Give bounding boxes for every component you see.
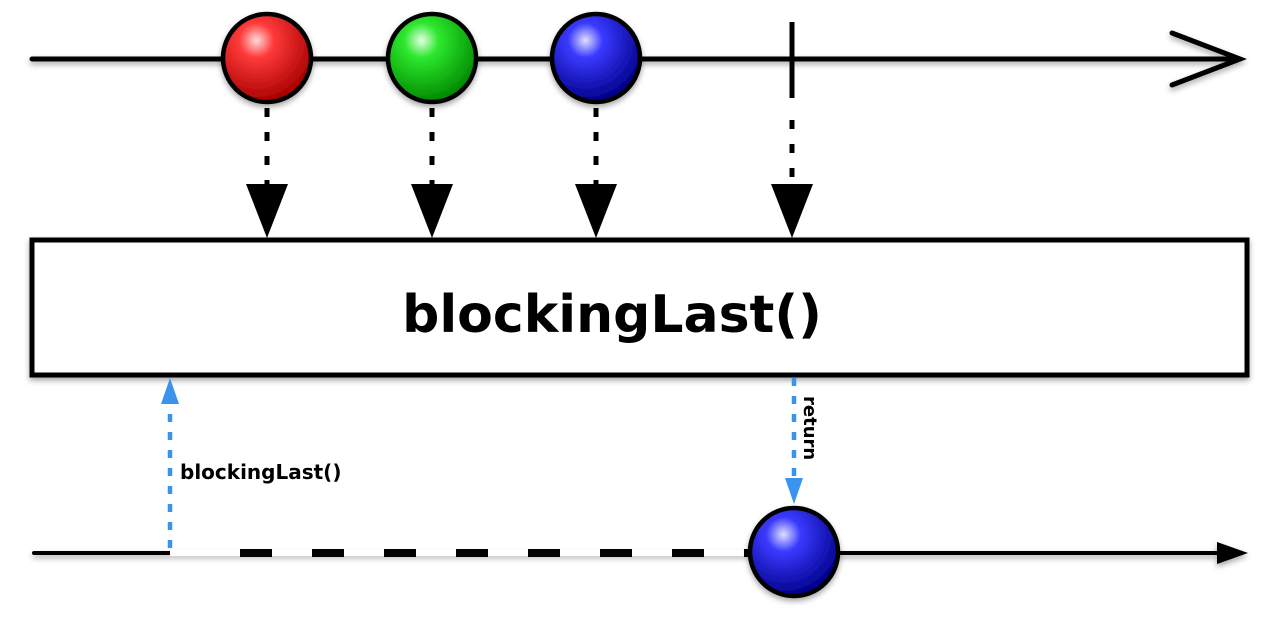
input-arrow-blue bbox=[575, 108, 617, 238]
marble-red bbox=[220, 11, 314, 105]
call-arrow bbox=[161, 378, 179, 548]
return-arrow bbox=[785, 378, 803, 504]
marble-blue bbox=[549, 11, 643, 105]
input-arrow-complete bbox=[771, 120, 813, 238]
operator-label: blockingLast() bbox=[402, 285, 822, 345]
source-timeline-arrowhead bbox=[1169, 30, 1248, 88]
result-timeline-arrowhead bbox=[1217, 542, 1248, 564]
input-arrow-green bbox=[411, 108, 453, 238]
call-label: blockingLast() bbox=[180, 460, 341, 484]
operator-box bbox=[29, 237, 1250, 378]
input-arrow-red bbox=[246, 108, 288, 238]
marble-green bbox=[385, 11, 479, 105]
return-label: return bbox=[799, 396, 820, 460]
result-marble-blue bbox=[747, 505, 841, 599]
